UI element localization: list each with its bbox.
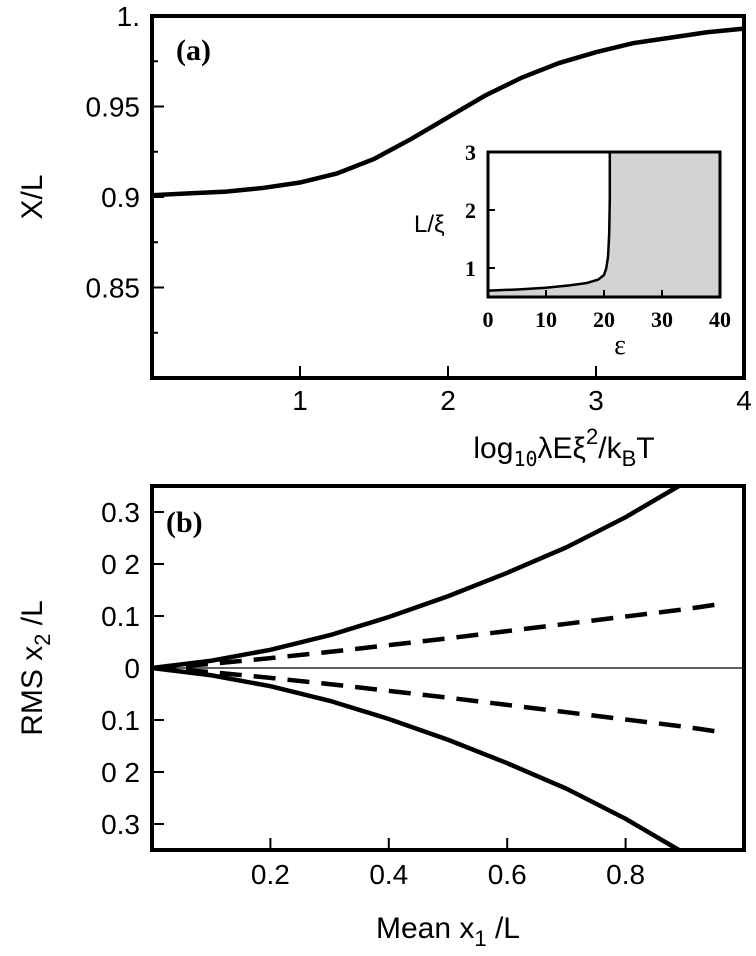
panel-a-label: (a) xyxy=(176,34,211,67)
panel-a-y-tick-label: 0.95 xyxy=(86,92,141,123)
panel-b-y-tick-label: 0 2 xyxy=(101,757,140,788)
inset-chart: 0 10 20 30 40 1 2 3 L/ξ ε xyxy=(414,140,731,361)
inset-y-tick-label: 1 xyxy=(465,256,476,281)
panel-b-x-axis-label: Mean x1 /L xyxy=(376,912,520,951)
panel-a-y-axis-label: X/L xyxy=(16,174,49,219)
inset-y-tick-label: 2 xyxy=(465,198,476,223)
panel-a-series-line xyxy=(151,26,745,198)
panel-b-label: (b) xyxy=(166,506,203,539)
panel-a-x-tick-label: 2 xyxy=(440,385,456,416)
inset-boundary-line xyxy=(487,152,612,292)
panel-b-series-line-solid xyxy=(151,665,681,852)
panel-b-x-tick-label: 0.2 xyxy=(251,859,290,890)
panel-a-x-axis-label: log10λEξ2/kBT xyxy=(473,424,654,471)
panel-b: (b) 0.2 0.4 0.6 0.8 0.3 0 2 0.1 0 0.1 0 2 0.3 RMS … xyxy=(16,484,746,951)
inset-y-axis-label: L/ξ xyxy=(414,211,445,238)
panel-b-y-tick-label: 0 xyxy=(124,653,140,684)
inset-x-tick-label: 20 xyxy=(593,307,615,332)
panel-a-x-tick-label: 1 xyxy=(292,385,308,416)
panel-a-x-tick-label: 3 xyxy=(588,385,604,416)
inset-x-tick-label: 10 xyxy=(535,307,557,332)
panel-a-y-tick-label: 1. xyxy=(117,1,140,32)
panel-b-y-tick-label: 0.1 xyxy=(101,601,140,632)
inset-shaded-region xyxy=(488,152,720,297)
panel-a: (a) 1 2 3 40.850.90.951. X/L log10λEξ2/kBT … xyxy=(16,1,752,471)
panel-b-x-tick-label: 0.8 xyxy=(606,859,645,890)
inset-x-tick-label: 0 xyxy=(483,307,494,332)
panel-b-y-tick-label: 0 2 xyxy=(101,549,140,580)
panel-b-x-tick-label: 0.6 xyxy=(488,859,527,890)
panel-b-y-tick-label: 0.1 xyxy=(101,705,140,736)
panel-b-y-tick-label: 0.3 xyxy=(101,497,140,528)
panel-a-x-tick-label: 4 xyxy=(736,385,752,416)
panel-b-y-tick-label: 0.3 xyxy=(101,809,140,840)
panel-b-series-line-dashed xyxy=(151,665,721,735)
panel-b-x-tick-label: 0.4 xyxy=(369,859,408,890)
panel-b-series-line-dashed xyxy=(151,601,721,671)
panel-b-y-axis-label: RMS x2 /L xyxy=(16,600,55,736)
inset-x-axis-label: ε xyxy=(614,330,626,361)
inset-x-tick-label: 40 xyxy=(709,307,731,332)
inset-x-tick-label: 30 xyxy=(651,307,673,332)
inset-y-tick-label: 3 xyxy=(465,140,476,165)
panel-b-series-line-solid xyxy=(151,484,681,671)
panel-a-y-tick-label: 0.9 xyxy=(101,182,140,213)
panel-a-y-tick-label: 0.85 xyxy=(86,273,141,304)
